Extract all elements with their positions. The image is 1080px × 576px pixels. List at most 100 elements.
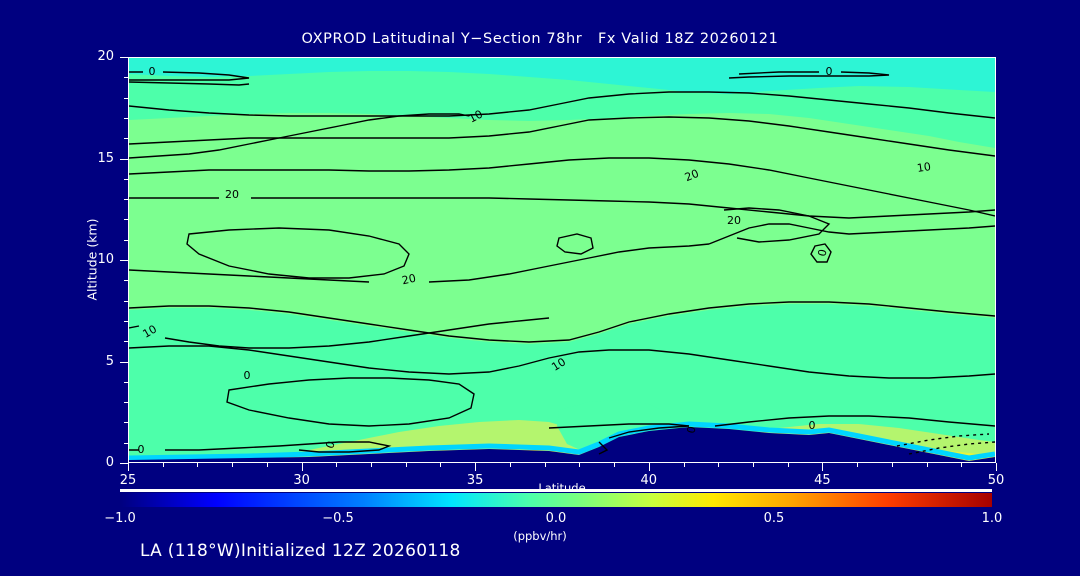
y-tick-minor — [124, 178, 128, 180]
contour-label: 20 — [727, 214, 741, 227]
contour-d — [129, 301, 995, 343]
terrain-mask — [129, 427, 995, 462]
contour-label: 20 — [401, 272, 417, 288]
x-tick-minor — [266, 463, 268, 467]
contour-terrain-hook — [598, 425, 690, 455]
y-tick-minor — [124, 320, 128, 322]
y-tick-label: 5 — [105, 353, 114, 369]
x-tick-minor — [509, 463, 511, 467]
pocket-springgreen-lower — [129, 304, 995, 462]
contour-closed-mid-cell — [556, 233, 594, 255]
contour-right-ridge — [708, 223, 995, 245]
contour-0-bottom-hook — [298, 441, 392, 453]
colorbar-tick-label: 0.5 — [763, 511, 785, 526]
y-tick-minor — [124, 381, 128, 383]
contour-label: 0 — [149, 65, 156, 78]
colorbar-tick-label: 1.0 — [981, 511, 1003, 526]
contour-label: 0 — [684, 425, 698, 435]
colorbar-tick-label: −0.5 — [322, 511, 354, 526]
contour-right-hook — [723, 207, 831, 243]
contour-dotted-negative — [896, 433, 990, 447]
contour-label: 0 — [809, 419, 816, 432]
contour-0-top-a — [129, 71, 250, 81]
x-tick-minor — [787, 463, 789, 467]
colorbar-top-rule — [120, 489, 992, 492]
contour-20-mid — [129, 243, 710, 283]
contour-0-top-b — [129, 81, 250, 86]
x-tick-label: 40 — [640, 473, 658, 488]
contour-label: 0 — [244, 369, 251, 382]
colorbar-gradient — [120, 493, 992, 507]
contour-plot-svg: 0 0 10 10 20 20 20 0 20 10 10 0 0 0 0 0 — [129, 58, 995, 462]
x-tick-major — [301, 463, 303, 471]
contour-0-lowerright — [548, 415, 995, 429]
colorbar[interactable] — [120, 489, 992, 507]
contour-label: 0 — [815, 248, 829, 258]
band-turquoise — [129, 58, 995, 94]
x-tick-label: 30 — [293, 473, 310, 488]
x-tick-major — [996, 463, 997, 471]
y-tick-minor — [124, 199, 128, 201]
contour-label: 10 — [549, 355, 568, 373]
contour-label: 20 — [225, 188, 239, 201]
contour-label-layer: 0 0 10 10 20 20 20 0 20 10 10 0 0 0 0 0 — [138, 65, 932, 456]
x-tick-minor — [718, 463, 720, 467]
y-tick-major — [120, 57, 128, 58]
y-tick-minor — [124, 341, 128, 343]
figure-title: OXPROD Latitudinal Y−Section 78hr Fx Val… — [301, 31, 779, 47]
y-tick-minor — [124, 300, 128, 302]
contour-lines — [129, 71, 995, 455]
x-tick-major — [475, 463, 477, 471]
y-tick-label: 15 — [97, 150, 114, 166]
contour-closed-0-lower — [226, 377, 475, 427]
x-tick-minor — [857, 463, 859, 467]
y-tick-minor — [124, 422, 128, 424]
y-tick-minor — [124, 97, 128, 99]
contour-c — [129, 157, 995, 217]
x-tick-major — [822, 463, 824, 471]
y-tick-minor — [124, 77, 128, 79]
contour-label: 0 — [138, 443, 145, 456]
colorbar-units: (ppbv/hr) — [513, 529, 567, 543]
colorbar-tick-label: 0.0 — [545, 511, 567, 526]
x-tick-minor — [891, 463, 893, 467]
y-tick-label: 20 — [97, 49, 114, 64]
contour-10-left — [129, 317, 550, 349]
y-axis-title: Altitude (km) — [84, 218, 100, 301]
y-tick-minor — [124, 117, 128, 119]
y-tick-minor — [124, 138, 128, 140]
colorbar-tick-label: −1.0 — [104, 511, 136, 526]
x-tick-label: 50 — [987, 473, 1005, 488]
y-tick-minor — [124, 402, 128, 404]
contour-label: 0 — [323, 439, 338, 450]
x-tick-minor — [232, 463, 234, 467]
y-tick-major — [120, 463, 128, 464]
x-tick-label: 35 — [466, 473, 484, 488]
contour-label: 10 — [467, 108, 485, 126]
x-tick-minor — [926, 463, 928, 467]
y-tick-major — [120, 158, 128, 160]
x-tick-minor — [405, 463, 407, 467]
y-tick-minor — [124, 280, 128, 282]
y-tick-minor — [124, 219, 128, 221]
contour-dotted-negative-2 — [908, 441, 995, 455]
x-tick-label: 25 — [119, 473, 137, 488]
contour-label: 20 — [683, 167, 701, 184]
y-tick-major — [120, 260, 128, 261]
y-tick-minor — [124, 442, 128, 444]
contour-label: 10 — [140, 322, 159, 340]
contour-10-upperleft — [129, 113, 470, 159]
contour-20-left — [129, 197, 995, 219]
x-tick-minor — [579, 463, 581, 467]
x-tick-major — [128, 463, 129, 471]
contour-e — [129, 345, 995, 379]
y-tick-minor — [124, 239, 128, 241]
contour-0-bottomleft — [129, 443, 310, 451]
x-tick-minor — [544, 463, 546, 467]
y-tick-label: 10 — [97, 252, 114, 267]
plot-area: 0 0 10 10 20 20 20 0 20 10 10 0 0 0 0 0 — [128, 57, 996, 463]
x-tick-label: 45 — [814, 473, 831, 488]
x-tick-minor — [162, 463, 164, 467]
contour-0-small-right — [810, 243, 832, 263]
